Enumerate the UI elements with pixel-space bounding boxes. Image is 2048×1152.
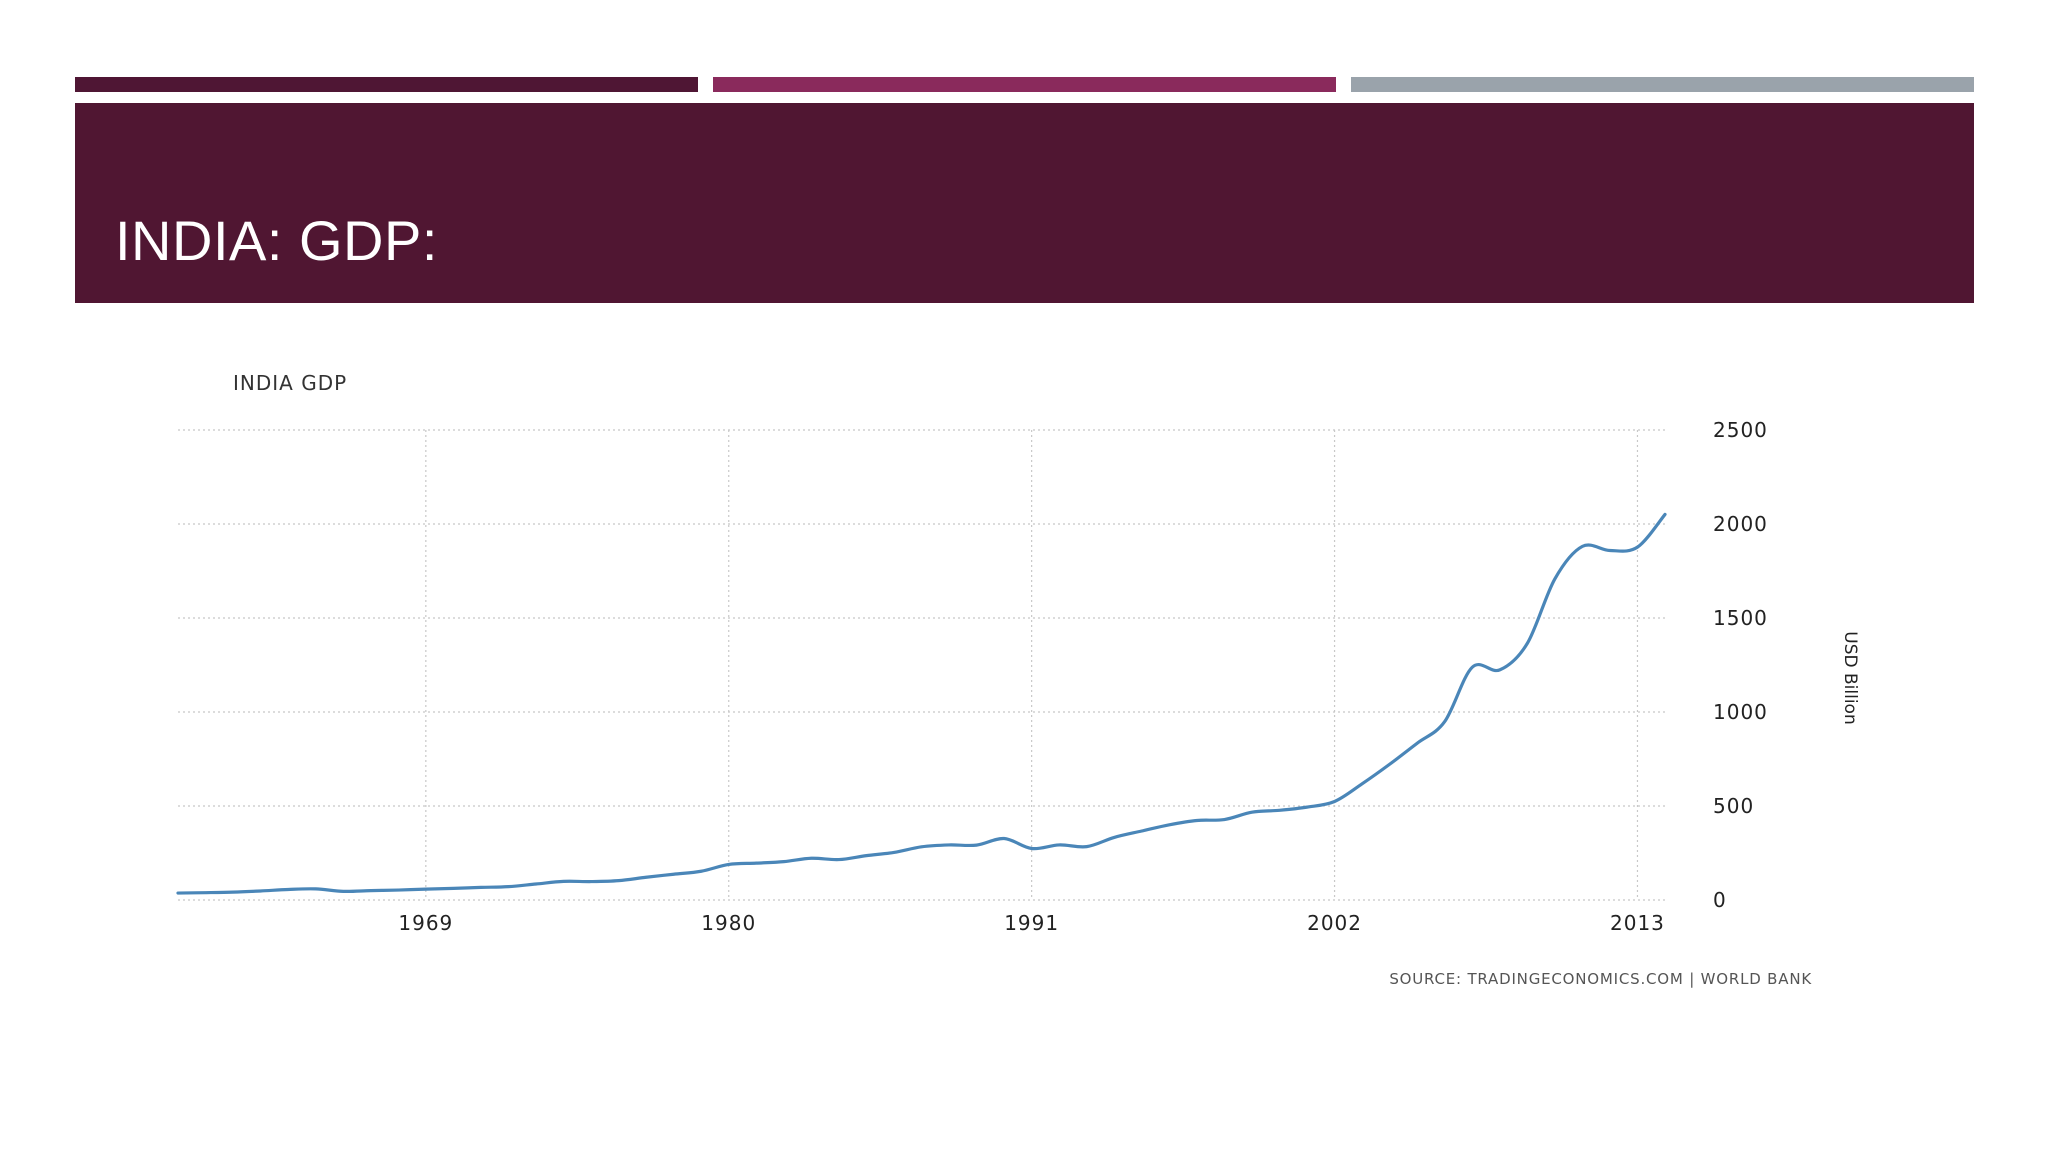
y-tick-label: 1000 <box>1713 700 1768 724</box>
y-tick-label: 500 <box>1713 794 1754 818</box>
grid-lines <box>178 429 1665 901</box>
x-tick-label: 2013 <box>1610 911 1665 935</box>
x-axis-ticks: 1969 1980 1991 2002 2013 <box>398 911 1665 935</box>
y-axis-ticks: 0 500 1000 1500 2000 2500 <box>1713 418 1768 912</box>
y-axis-title: USD Billion <box>1840 631 1860 724</box>
title-band: INDIA: GDP: <box>75 103 1974 303</box>
series-layer <box>176 512 1667 895</box>
slide-title: INDIA: GDP: <box>115 209 438 272</box>
chart-container: INDIA GDP 1969 1980 1991 2002 2013 0 500 1000 1… <box>140 350 1900 1010</box>
y-tick-label: 0 <box>1713 888 1727 912</box>
accent-bar-magenta <box>713 77 1336 92</box>
x-tick-label: 2002 <box>1307 911 1362 935</box>
accent-bar-dark <box>75 77 698 92</box>
x-tick-label: 1991 <box>1004 911 1059 935</box>
chart-title: INDIA GDP <box>233 371 347 395</box>
y-tick-label: 2500 <box>1713 418 1768 442</box>
x-tick-label: 1969 <box>398 911 453 935</box>
x-tick-label: 1980 <box>701 911 756 935</box>
y-tick-label: 1500 <box>1713 606 1768 630</box>
accent-bar-gray <box>1351 77 1974 92</box>
gdp-series-line <box>176 512 1667 895</box>
india-gdp-line-chart: INDIA GDP 1969 1980 1991 2002 2013 0 500 1000 1… <box>176 371 1860 988</box>
y-tick-label: 2000 <box>1713 512 1768 536</box>
source-note: SOURCE: TRADINGECONOMICS.COM | WORLD BAN… <box>1389 970 1812 988</box>
